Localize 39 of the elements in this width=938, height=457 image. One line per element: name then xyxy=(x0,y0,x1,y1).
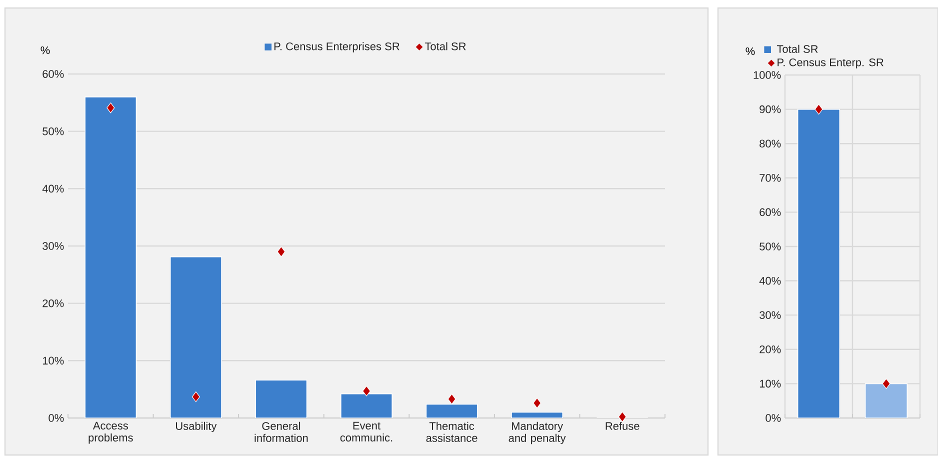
x-tick-label: Refuse xyxy=(606,422,640,430)
x-tick-label: Access problems xyxy=(88,422,133,444)
point xyxy=(106,102,115,114)
y-tick-label: 40% xyxy=(42,184,64,193)
legend-label: P. Census Enterp. SR xyxy=(778,58,884,68)
point xyxy=(533,398,542,408)
y-tick-label: 80% xyxy=(760,140,781,148)
y-tick-label: 30% xyxy=(760,311,781,319)
x-tick-label: Usability xyxy=(176,422,217,432)
y-tick-label: 70% xyxy=(760,174,781,182)
y-tick-label: 10% xyxy=(760,380,781,388)
point xyxy=(192,391,200,402)
y-tick-label: 0% xyxy=(48,414,64,422)
y-tick-label: 60% xyxy=(760,208,781,216)
x-tick-label: Event communic. xyxy=(340,422,392,442)
y-tick-label: 90% xyxy=(760,105,781,114)
y-tick-label: 30% xyxy=(42,242,64,250)
y-axis-title: % xyxy=(40,46,50,54)
y-tick-label: 40% xyxy=(759,276,781,285)
legend-label: P. Census Enterprises SR xyxy=(274,42,400,52)
legend-label: Total SR xyxy=(424,42,466,50)
y-axis-title: % xyxy=(746,47,755,56)
bar xyxy=(511,412,564,418)
x-tick-label: Mandatory and penalty xyxy=(508,422,566,444)
y-tick-label: 20% xyxy=(760,346,781,354)
y-tick-label: 10% xyxy=(42,356,64,365)
point xyxy=(448,394,456,404)
point xyxy=(277,246,286,258)
y-tick-label: 50% xyxy=(42,127,64,136)
legend-label: Total SR xyxy=(776,44,818,53)
y-tick-label: 0% xyxy=(766,414,781,422)
y-tick-label: 50% xyxy=(760,242,781,250)
x-tick-label: Thematic assistance xyxy=(426,422,478,442)
point xyxy=(618,412,626,422)
y-tick-label: 20% xyxy=(42,299,64,308)
y-tick-label: 60% xyxy=(42,70,64,78)
y-tick-label: 100% xyxy=(754,71,781,79)
x-tick-label: General information xyxy=(254,422,308,442)
point xyxy=(362,386,371,396)
